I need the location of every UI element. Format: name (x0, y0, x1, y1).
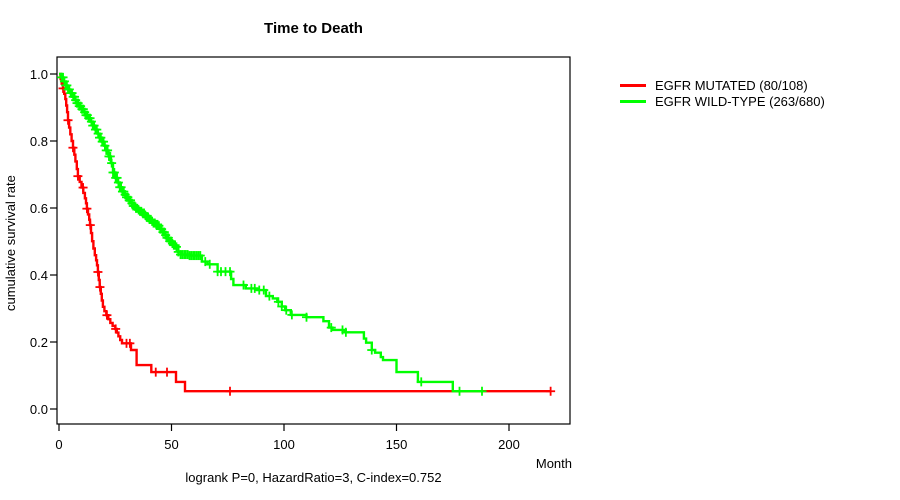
y-tick-label: 0.6 (29, 201, 48, 216)
x-tick-label: 150 (385, 437, 408, 452)
chart-title: Time to Death (264, 20, 363, 37)
legend-line-swatch (620, 100, 646, 103)
y-tick-label: 0.4 (29, 268, 48, 283)
x-tick-label: 0 (55, 437, 63, 452)
x-axis-title: Month (535, 456, 572, 471)
legend-label: EGFR MUTATED (80/108) (655, 78, 808, 93)
y-tick-label: 1.0 (29, 67, 48, 82)
x-tick-label: 50 (164, 437, 179, 452)
x-tick-label: 200 (498, 437, 520, 452)
y-tick-label: 0.0 (29, 402, 48, 417)
legend: EGFR MUTATED (80/108) EGFR WILD-TYPE (263… (620, 78, 825, 109)
legend-item: EGFR MUTATED (80/108) (620, 78, 825, 93)
plot-border (56, 56, 571, 425)
stats-annotation: logrank P=0, HazardRatio=3, C-index=0.75… (185, 470, 442, 485)
legend-label: EGFR WILD-TYPE (263/680) (655, 94, 825, 109)
y-axis-title: cumulative survival rate (3, 175, 18, 311)
y-tick-label: 0.2 (29, 335, 48, 350)
legend-line-swatch (620, 84, 646, 87)
x-tick-label: 100 (273, 437, 295, 452)
legend-item: EGFR WILD-TYPE (263/680) (620, 94, 825, 109)
y-tick-label: 0.8 (29, 134, 48, 149)
survival-curve (59, 72, 551, 393)
